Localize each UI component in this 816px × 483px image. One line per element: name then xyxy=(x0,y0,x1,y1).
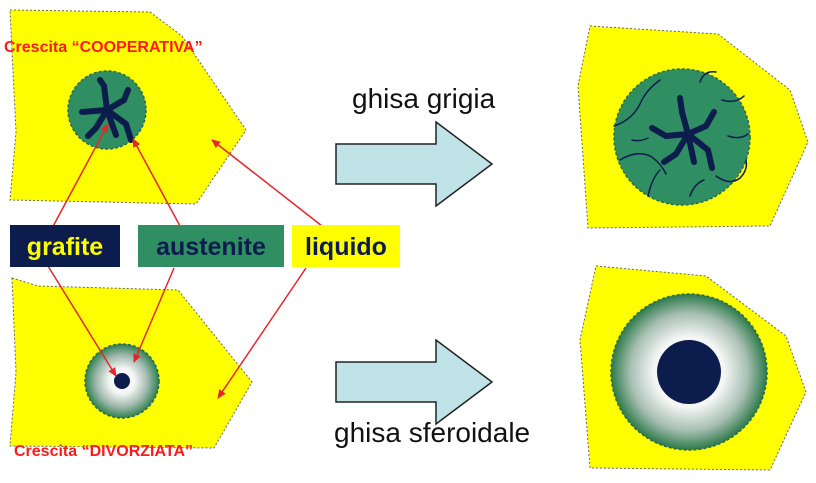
legend-liquid-label: liquido xyxy=(305,233,387,261)
nodular-iron-label: ghisa sferoidale xyxy=(334,417,530,448)
grain-bottom-right xyxy=(579,265,807,471)
grey-iron-label: ghisa grigia xyxy=(352,83,496,114)
grain-top-right xyxy=(577,25,809,229)
grain-top-left xyxy=(9,9,247,205)
transformation-arrow xyxy=(335,338,494,426)
graphite-lamellae xyxy=(613,70,749,197)
legend-graphite: grafite xyxy=(10,225,120,267)
grain-bottom-left xyxy=(9,277,253,449)
legend-austenite-label: austenite xyxy=(156,233,266,261)
graphite-rosette xyxy=(79,77,134,143)
graphite-nodule xyxy=(657,340,721,404)
legend-liquid: liquido xyxy=(292,225,400,267)
transformation-arrow xyxy=(335,120,494,208)
pointer-lines xyxy=(47,123,323,399)
divorced-growth-label: Crescita “DIVORZIATA” xyxy=(14,443,193,460)
legend-austenite: austenite xyxy=(138,225,284,267)
graphite-nodule xyxy=(114,373,130,389)
legend-graphite-label: grafite xyxy=(27,233,104,261)
cooperative-growth-label: Crescita “COOPERATIVA” xyxy=(4,39,203,56)
